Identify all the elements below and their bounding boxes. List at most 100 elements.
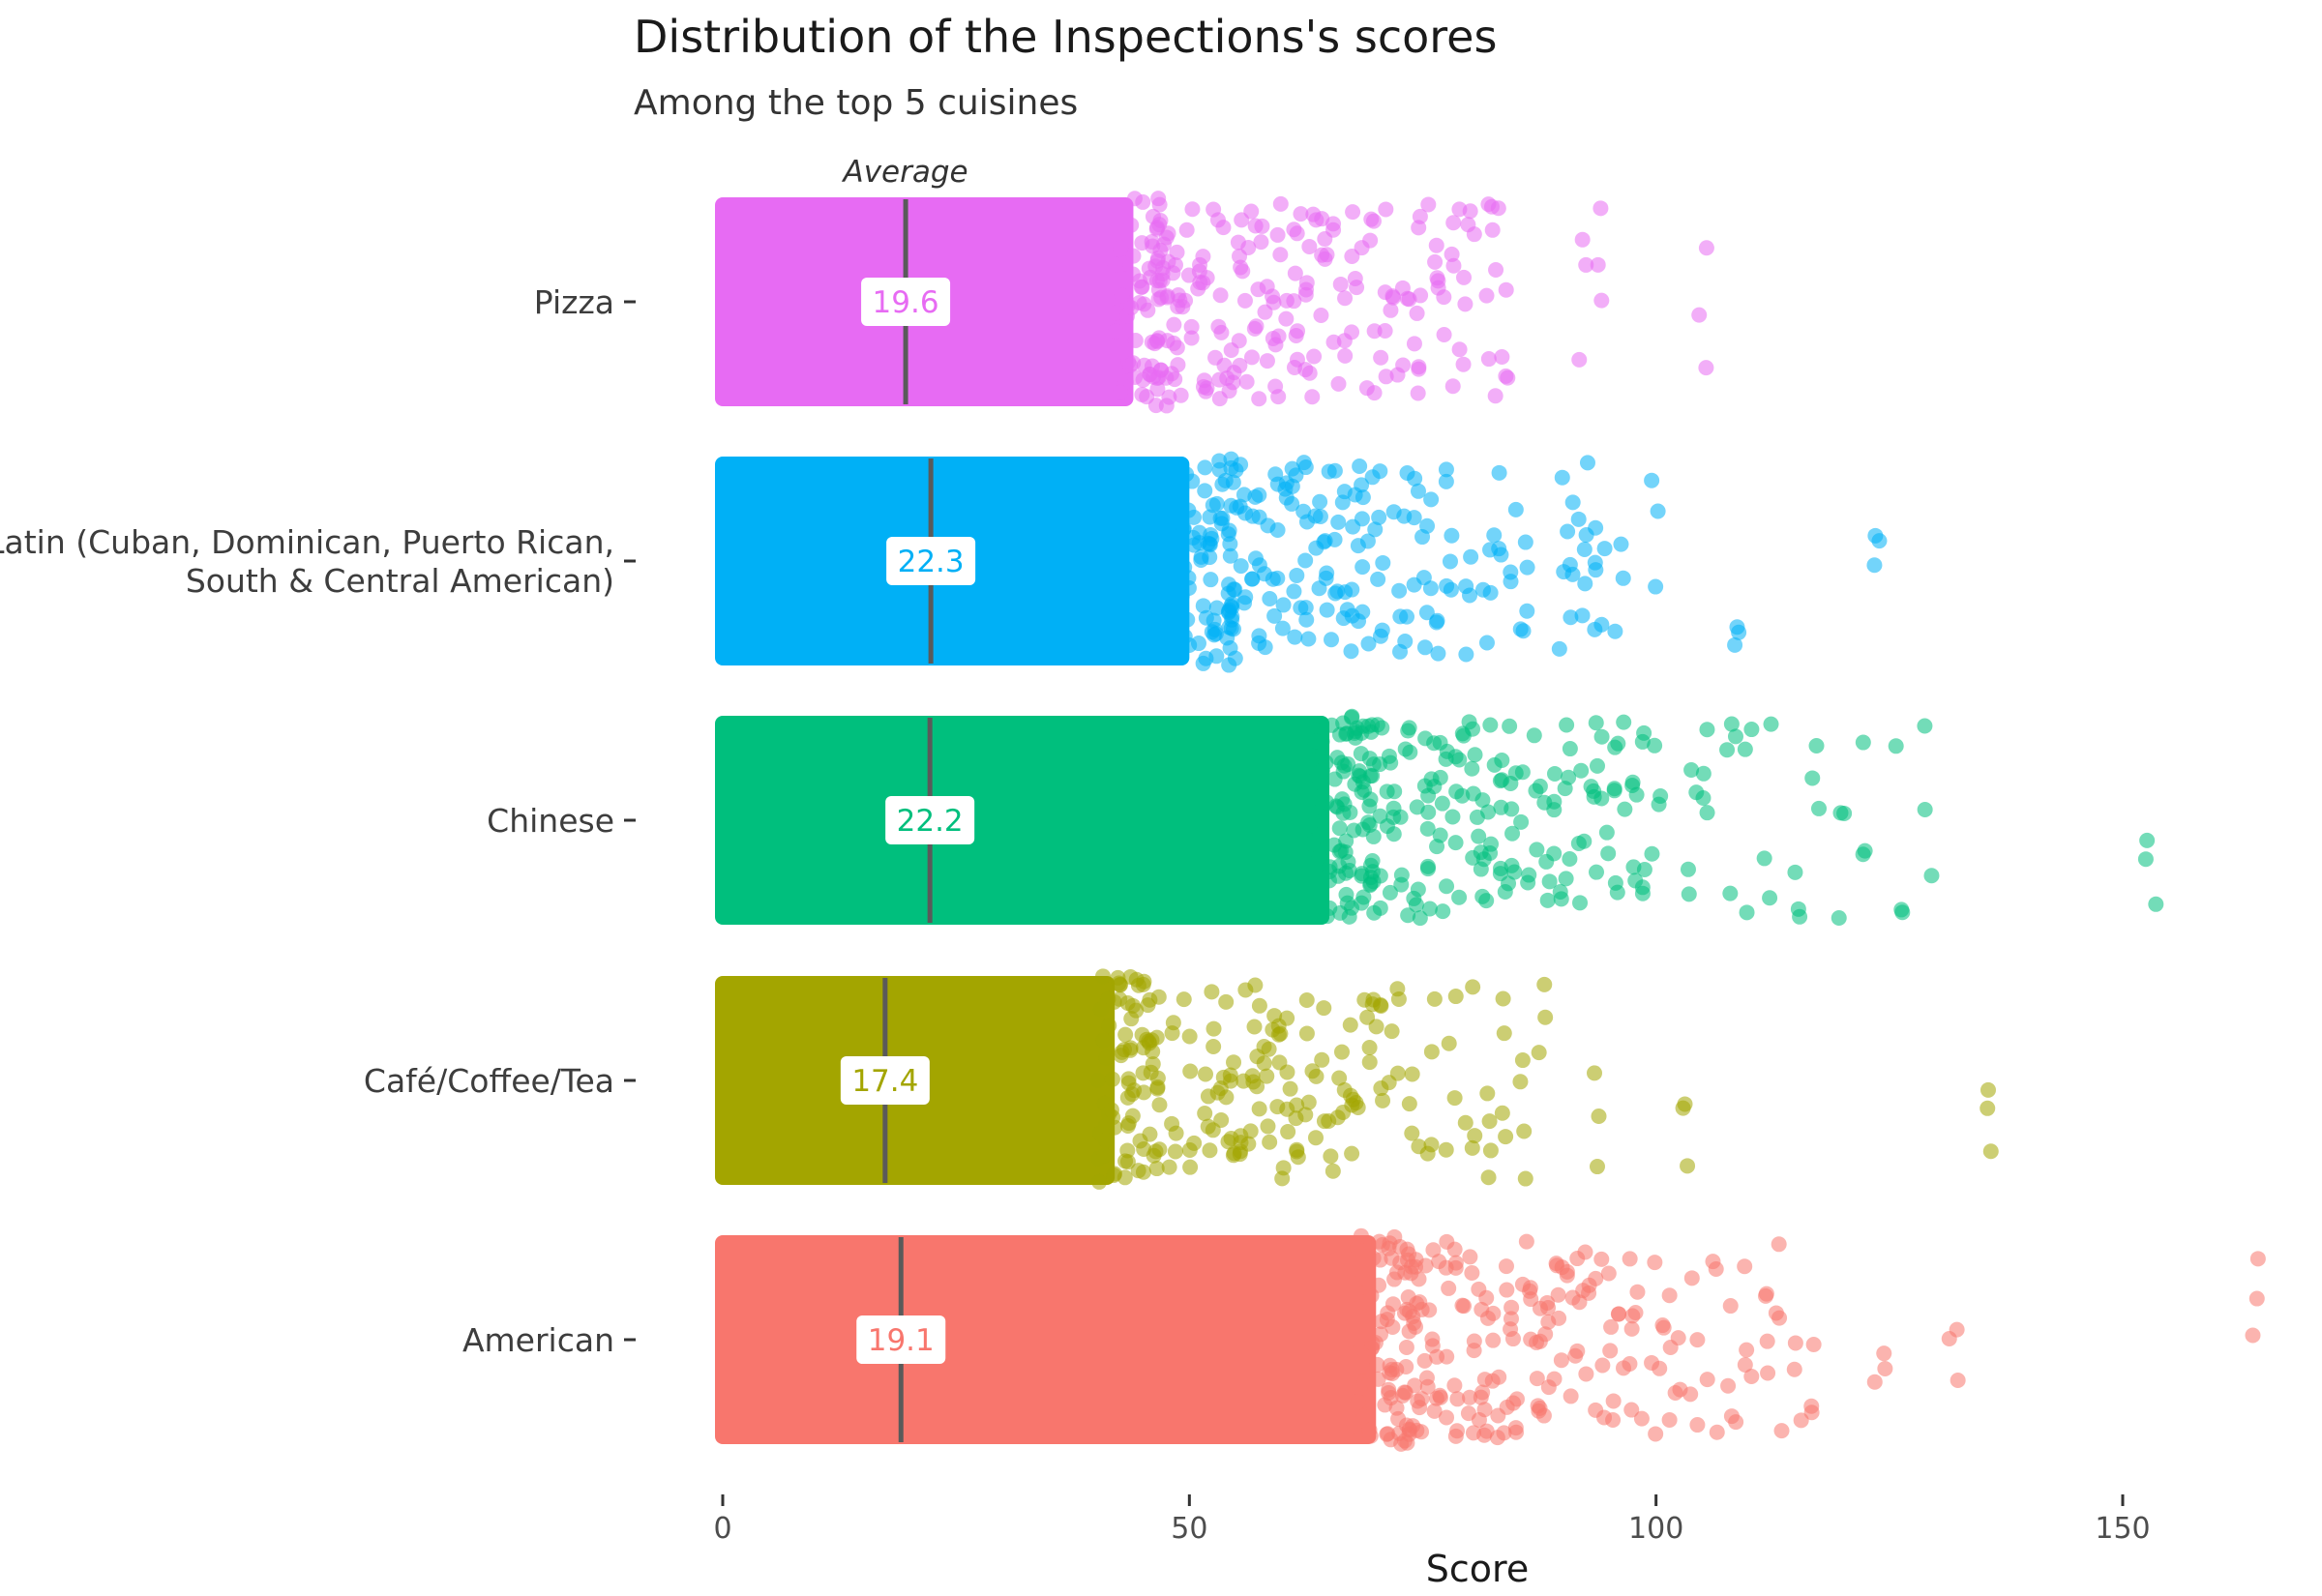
data-point — [1119, 1089, 1136, 1106]
data-point — [1159, 288, 1176, 305]
data-point — [1354, 1270, 1371, 1286]
data-point — [1127, 369, 1144, 385]
data-point — [1272, 195, 1289, 212]
data-point — [1406, 510, 1422, 526]
data-point — [1727, 636, 1743, 653]
data-point — [1289, 1143, 1305, 1160]
data-point — [1446, 1241, 1463, 1257]
data-point — [1199, 270, 1215, 286]
data-point — [1091, 1173, 1108, 1190]
data-point — [1444, 527, 1460, 544]
data-point — [1318, 570, 1334, 586]
data-point — [1228, 462, 1244, 479]
data-point — [1446, 1377, 1463, 1394]
data-point — [1588, 519, 1604, 536]
data-point — [1551, 640, 1567, 657]
mean-label: 22.2 — [897, 804, 964, 839]
data-point — [1941, 1331, 1957, 1347]
data-point — [1602, 1343, 1619, 1359]
data-point — [1866, 557, 1883, 574]
data-point — [1478, 635, 1495, 651]
data-point — [1480, 1169, 1497, 1186]
data-point — [1709, 1424, 1725, 1440]
data-point — [1293, 206, 1309, 222]
data-point — [1559, 1267, 1575, 1284]
data-point — [1682, 1386, 1699, 1403]
data-point — [1516, 1123, 1533, 1139]
data-point — [1374, 622, 1390, 638]
data-point — [1430, 645, 1446, 662]
data-point — [1123, 300, 1140, 316]
data-point — [1416, 639, 1433, 656]
data-point — [1419, 861, 1436, 877]
data-point — [1117, 1026, 1134, 1043]
data-point — [1445, 257, 1462, 274]
data-point — [1319, 602, 1335, 618]
data-point — [1439, 1348, 1455, 1365]
data-point — [1650, 503, 1666, 519]
data-point — [1644, 845, 1660, 862]
data-point — [1380, 1426, 1396, 1442]
data-point — [1593, 1251, 1610, 1267]
data-point — [1529, 842, 1545, 858]
data-point — [1272, 1025, 1289, 1042]
data-point — [1699, 1372, 1715, 1388]
data-point — [1311, 848, 1327, 865]
data-point — [1218, 1089, 1235, 1106]
data-point — [1301, 238, 1318, 254]
data-point — [1494, 1105, 1510, 1121]
mean-label: 19.6 — [873, 285, 939, 320]
data-point — [1581, 1285, 1597, 1301]
data-point — [1212, 287, 1229, 304]
data-point — [1246, 1019, 1263, 1035]
data-point — [2248, 1290, 2265, 1307]
data-point — [1423, 1044, 1440, 1060]
data-point — [1373, 349, 1389, 366]
data-point — [1123, 1011, 1140, 1027]
data-point — [1177, 292, 1194, 309]
data-point — [1451, 752, 1468, 768]
data-point — [1419, 1378, 1436, 1395]
data-point — [1119, 1118, 1136, 1135]
data-point — [1198, 1066, 1214, 1082]
data-point — [1140, 302, 1156, 318]
data-point — [1540, 1300, 1557, 1316]
data-point — [1464, 760, 1480, 777]
x-axis-title: Score — [1426, 1548, 1529, 1590]
mean-label: 19.1 — [868, 1323, 935, 1358]
data-point — [1158, 369, 1175, 386]
data-point — [1438, 473, 1454, 489]
data-point — [1287, 265, 1303, 281]
data-point — [1514, 1052, 1531, 1069]
data-point — [1519, 559, 1535, 576]
y-tick-label: Latin (Cuban, Dominican, Puerto Rican, So… — [0, 523, 614, 600]
data-point — [1689, 1417, 1706, 1433]
data-point — [1372, 463, 1388, 480]
data-point — [1647, 1255, 1663, 1271]
data-point — [1351, 763, 1367, 780]
data-point — [1206, 1039, 1222, 1055]
data-point — [1454, 1297, 1471, 1314]
data-point — [1385, 826, 1402, 842]
data-point — [1603, 1318, 1620, 1335]
data-point — [1326, 531, 1343, 547]
data-point — [1514, 1276, 1531, 1292]
data-point — [1611, 1306, 1627, 1322]
data-point — [1537, 1009, 1554, 1025]
data-point — [1179, 611, 1196, 628]
data-point — [1186, 509, 1203, 525]
data-point — [1482, 1142, 1499, 1159]
data-point — [1487, 388, 1503, 404]
data-point — [2139, 832, 2156, 848]
data-point — [1400, 907, 1416, 924]
data-point — [1606, 783, 1622, 799]
data-point — [1354, 489, 1371, 506]
data-point — [1333, 842, 1350, 859]
data-point — [1289, 567, 1305, 583]
data-point — [1352, 1379, 1368, 1396]
data-point — [1104, 1071, 1120, 1087]
data-point — [1503, 801, 1520, 817]
y-tick-label: Chinese — [487, 802, 614, 840]
data-point — [1107, 1119, 1123, 1136]
data-point — [1414, 529, 1431, 546]
